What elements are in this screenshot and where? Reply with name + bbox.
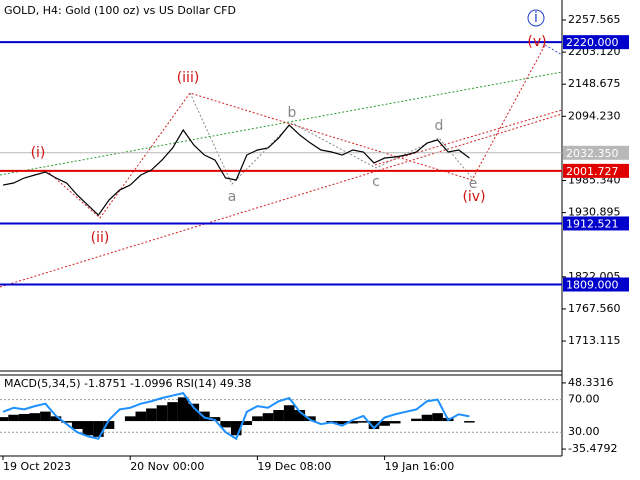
macd-bar — [177, 397, 189, 422]
level-label: 1912.521 — [566, 217, 619, 230]
x-tick-label: 20 Nov 00:00 — [130, 460, 204, 473]
y-tick-label: 2148.675 — [568, 77, 621, 90]
macd-bar — [8, 414, 19, 422]
x-tick-label: 19 Oct 2023 — [3, 460, 71, 473]
rsi-line — [2, 391, 470, 441]
macd-bar — [464, 421, 475, 423]
macd-bar — [135, 411, 147, 422]
y-tick-label: 1930.895 — [568, 206, 621, 219]
y-tick-label: 2094.230 — [568, 109, 621, 122]
wave-label: (v) — [527, 34, 546, 50]
channel-line — [374, 109, 563, 166]
y-tick-label: 70.00 — [568, 393, 600, 406]
macd-bar — [347, 421, 359, 424]
macd-bar — [305, 416, 316, 422]
trend-line — [0, 71, 563, 176]
macd-bar — [252, 416, 263, 422]
macd-bar — [230, 421, 242, 436]
macd-bar — [432, 413, 443, 422]
macd-bar — [379, 421, 390, 426]
macd-bar — [188, 403, 200, 422]
level-label: 1809.000 — [566, 279, 619, 292]
y-tick-label: 30.00 — [568, 425, 600, 438]
macd-bar — [82, 421, 94, 436]
macd-bar — [156, 405, 168, 422]
level-label-bg — [563, 145, 629, 160]
macd-bar — [71, 421, 83, 429]
level-label-bg — [563, 163, 629, 178]
macd-bar — [389, 421, 401, 424]
wave-label: c — [372, 174, 380, 190]
macd-bar — [93, 421, 104, 437]
wave-label: i — [534, 10, 538, 26]
macd-bar — [273, 410, 284, 422]
y2-tick-label: 48.3316 — [568, 376, 614, 389]
x-tick-label: 19 Jan 16:00 — [385, 460, 455, 473]
level-label-bg — [563, 216, 629, 231]
x-tick-label: 19 Dec 08:00 — [257, 460, 331, 473]
wave-label: e — [469, 176, 478, 192]
level-label: 2220.000 — [566, 36, 619, 49]
level-label-bg — [563, 35, 629, 50]
macd-bar — [294, 410, 306, 422]
level-label: 2001.727 — [566, 165, 619, 178]
macd-bar — [40, 411, 51, 422]
level-label-bg — [563, 277, 629, 292]
y-tick-label: 1767.560 — [568, 302, 621, 315]
macd-bar — [421, 414, 433, 422]
macd-bar — [336, 421, 348, 425]
macd-bar — [0, 417, 9, 422]
wave-label: (ii) — [91, 230, 110, 246]
macd-bar — [146, 408, 157, 422]
price-line — [2, 124, 470, 216]
macd-bar — [61, 421, 72, 423]
macd-bar — [29, 413, 41, 422]
indicator-title: MACD(5,34,5) -1.8751 -1.0996 RSI(14) 49.… — [4, 377, 251, 390]
macd-bar — [220, 421, 231, 428]
macd-bar — [241, 421, 253, 426]
wave-line — [189, 92, 473, 185]
macd-bar — [103, 421, 115, 429]
y-tick-label: 2257.565 — [568, 13, 621, 26]
wave-line — [544, 44, 563, 56]
level-label: 2032.350 — [566, 147, 619, 160]
macd-bar — [50, 416, 62, 422]
y-tick-label: 1713.115 — [568, 334, 621, 347]
wave-label: d — [435, 118, 444, 134]
macd-bar — [368, 421, 380, 429]
chart-title: GOLD, H4: Gold (100 oz) vs US Dollar CFD — [4, 4, 236, 17]
wave-label: (iv) — [462, 189, 485, 205]
y2-tick-label: -35.4792 — [568, 442, 617, 455]
wave-label: (i) — [31, 145, 46, 161]
macd-bar — [18, 413, 30, 422]
wave-line — [45, 44, 546, 219]
macd-bar — [283, 405, 295, 422]
macd-bar — [358, 421, 369, 423]
macd-bar — [167, 402, 178, 422]
macd-bar — [411, 418, 422, 422]
wave-label: b — [288, 105, 297, 121]
wave-circle — [527, 9, 545, 27]
wave-label: a — [228, 189, 237, 205]
macd-bar — [262, 413, 274, 422]
wave-label: (iii) — [177, 70, 200, 86]
macd-bar — [124, 416, 136, 422]
